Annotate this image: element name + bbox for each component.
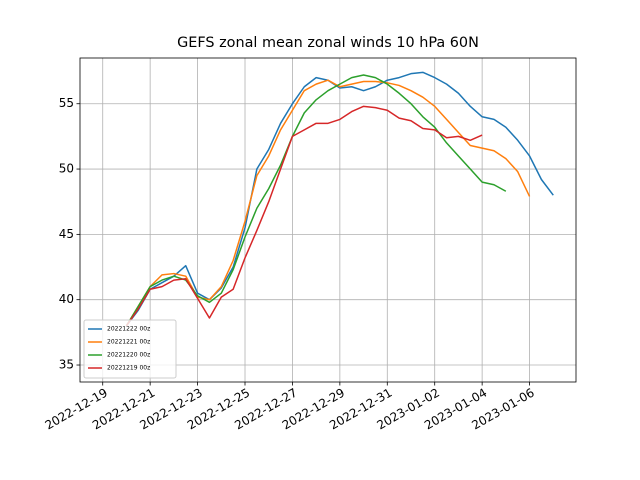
legend-label: 20221222 00z: [107, 326, 150, 333]
series-line: [125, 71, 554, 327]
y-tick-label: 55: [59, 96, 74, 110]
axes-frame: [79, 57, 577, 383]
series-line: [125, 105, 483, 327]
y-tick-label: 40: [59, 292, 74, 306]
y-tick-label: 35: [59, 358, 74, 372]
y-tick-label: 45: [59, 227, 74, 241]
chart-title: GEFS zonal mean zonal winds 10 hPa 60N: [177, 35, 479, 51]
legend-label: 20221219 00z: [107, 365, 150, 372]
legend-label: 20221220 00z: [107, 352, 150, 359]
y-tick-label: 50: [59, 162, 74, 176]
legend-label: 20221221 00z: [107, 339, 150, 346]
legend: 20221222 00z 20221221 00z 20221220 00z 2022…: [83, 319, 177, 379]
legend-box: [83, 319, 177, 379]
